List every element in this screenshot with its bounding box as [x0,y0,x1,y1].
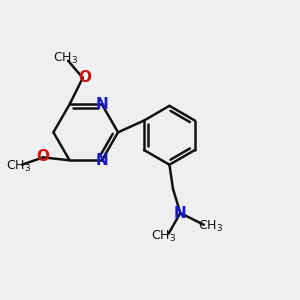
Text: N: N [174,206,187,220]
Text: CH$_3$: CH$_3$ [151,229,176,244]
Text: O: O [36,149,49,164]
Text: CH$_3$: CH$_3$ [198,219,223,234]
Text: CH$_3$: CH$_3$ [53,51,78,66]
Text: N: N [95,153,108,168]
Text: N: N [95,97,108,112]
Text: CH$_3$: CH$_3$ [6,159,31,174]
Text: O: O [79,70,92,85]
